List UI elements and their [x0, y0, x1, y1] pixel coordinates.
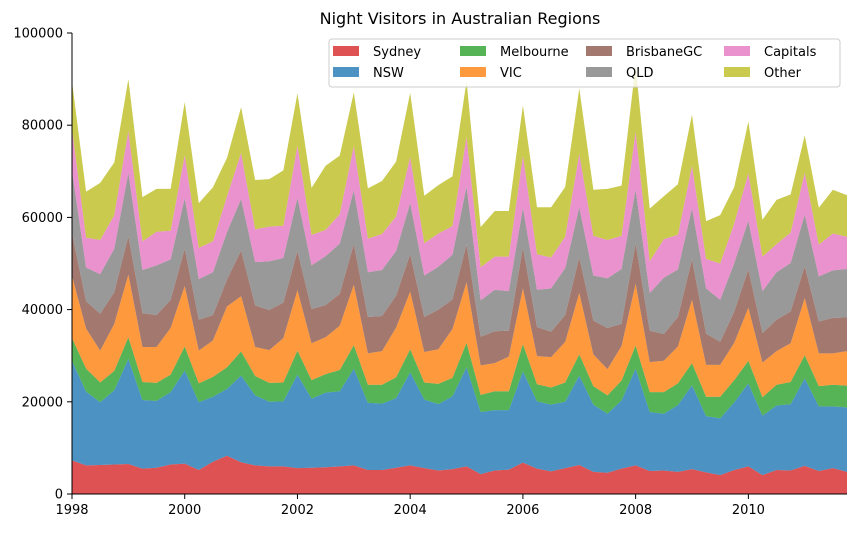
legend-label: Capitals — [764, 45, 817, 60]
legend-entry-qld: QLD — [586, 66, 654, 81]
legend-entry-brisbanegc: BrisbaneGC — [586, 45, 702, 60]
legend-entry-capitals: Capitals — [724, 45, 817, 60]
legend-entry-sydney: Sydney — [333, 45, 421, 60]
x-tick-label: 2010 — [732, 503, 765, 518]
legend-swatch — [586, 46, 612, 56]
y-tick-label: 80000 — [22, 119, 63, 134]
legend-label: BrisbaneGC — [626, 45, 702, 60]
legend-swatch — [460, 67, 486, 77]
legend-entry-nsw: NSW — [333, 66, 404, 81]
x-tick-label: 2006 — [506, 503, 539, 518]
y-tick-label: 40000 — [22, 303, 63, 318]
legend-swatch — [724, 67, 750, 77]
legend-swatch — [333, 67, 359, 77]
legend-label: VIC — [500, 66, 522, 81]
x-tick-label: 2008 — [619, 503, 652, 518]
legend-label: Other — [764, 66, 802, 81]
y-tick-label: 0 — [55, 488, 63, 503]
x-tick-label: 2004 — [394, 503, 427, 518]
legend-swatch — [333, 46, 359, 56]
area-brisbanegc — [72, 233, 847, 370]
area-nsw — [72, 358, 847, 476]
legend-swatch — [460, 46, 486, 56]
legend-label: Sydney — [373, 45, 421, 60]
y-tick-label: 100000 — [13, 27, 63, 42]
y-tick-label: 60000 — [22, 211, 63, 226]
area-vic — [72, 274, 847, 398]
x-tick-label: 1998 — [55, 503, 88, 518]
areas-layer — [72, 65, 847, 494]
axes-layer: 0 20000 40000 60000 80000 100000 1998 2000 2002 2… — [13, 27, 847, 518]
x-tick-label: 2000 — [168, 503, 201, 518]
y-tick-label: 20000 — [22, 395, 63, 410]
legend-entry-melbourne: Melbourne — [460, 45, 569, 60]
legend-label: Melbourne — [500, 45, 569, 60]
chart-title: Night Visitors in Australian Regions — [320, 9, 601, 28]
legend-entry-vic: VIC — [460, 66, 522, 81]
legend-label: NSW — [373, 66, 404, 81]
legend: Sydney NSW Melbourne VIC BrisbaneGC QLD Capita… — [328, 38, 841, 88]
area-melbourne — [72, 337, 847, 419]
area-qld — [72, 170, 847, 342]
area-capitals — [72, 128, 847, 301]
area-sydney — [72, 455, 847, 494]
legend-swatch — [586, 67, 612, 77]
legend-swatch — [724, 46, 750, 56]
legend-entry-other: Other — [724, 66, 802, 81]
x-tick-label: 2002 — [281, 503, 314, 518]
legend-box — [328, 38, 841, 88]
area-other — [72, 65, 847, 268]
legend-label: QLD — [626, 66, 654, 81]
